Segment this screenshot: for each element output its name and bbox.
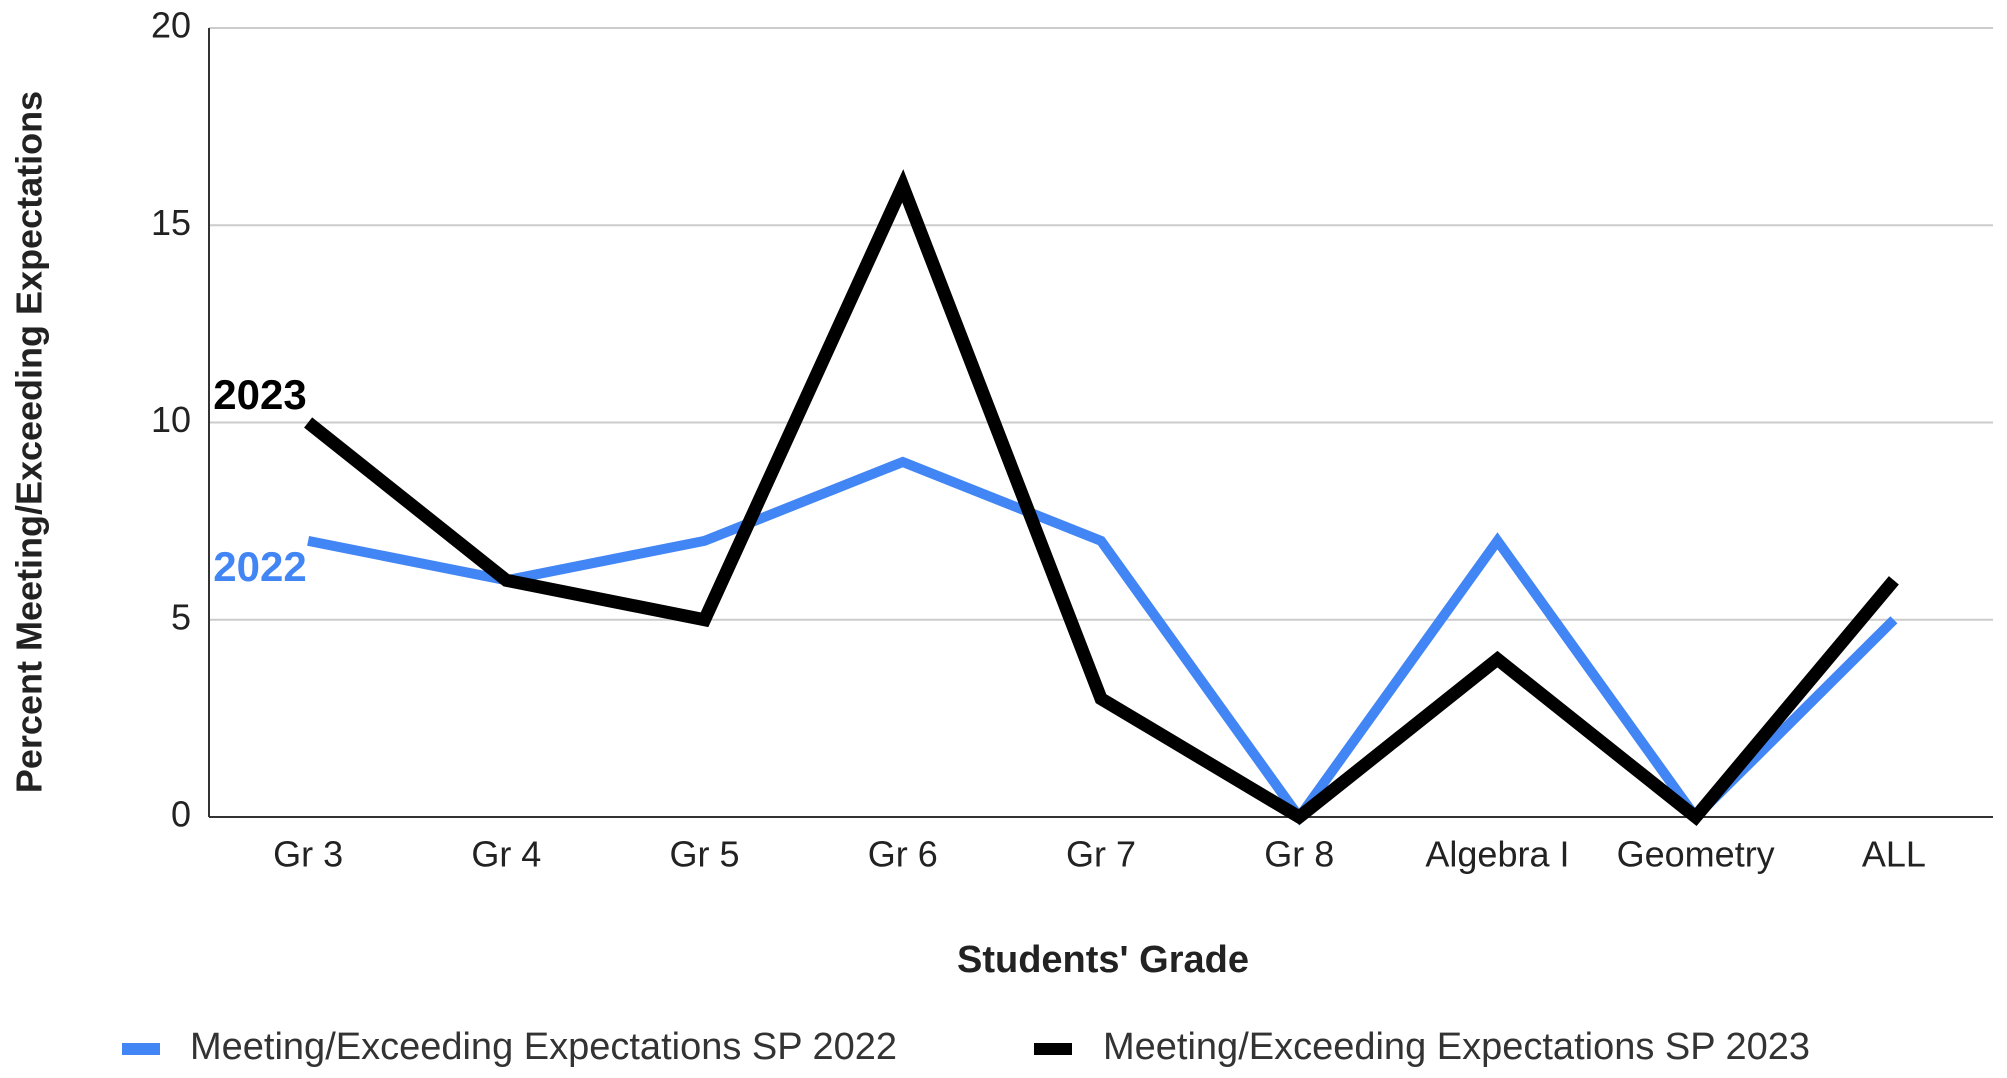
y-tick-label: 10 [151,399,191,440]
x-tick-label: Gr 4 [471,834,541,875]
x-tick-label: Geometry [1617,834,1775,875]
series-line [304,169,1899,827]
annotation: 2022 [213,543,306,590]
legend-label: Meeting/Exceeding Expectations SP 2022 [190,1026,897,1068]
y-tick-label: 0 [171,794,191,835]
x-tick-label: ALL [1862,834,1926,875]
y-axis-title: Percent Meeting/Exceeding Expectations [9,91,50,793]
x-tick-label: Gr 5 [670,834,740,875]
legend-label: Meeting/Exceeding Expectations SP 2023 [1103,1026,1810,1068]
x-tick-label: Algebra I [1425,834,1569,875]
annotation: 2023 [213,371,306,418]
series-line [307,456,1898,826]
y-tick-label: 20 [151,5,191,46]
x-tick-label: Gr 3 [273,834,343,875]
y-tick-label: 5 [171,596,191,637]
x-axis-title: Students' Grade [957,939,1249,981]
x-tick-label: Gr 7 [1066,834,1136,875]
x-tick-label: Gr 6 [868,834,938,875]
y-tick-label: 15 [151,202,191,243]
x-tick-label: Gr 8 [1264,834,1334,875]
